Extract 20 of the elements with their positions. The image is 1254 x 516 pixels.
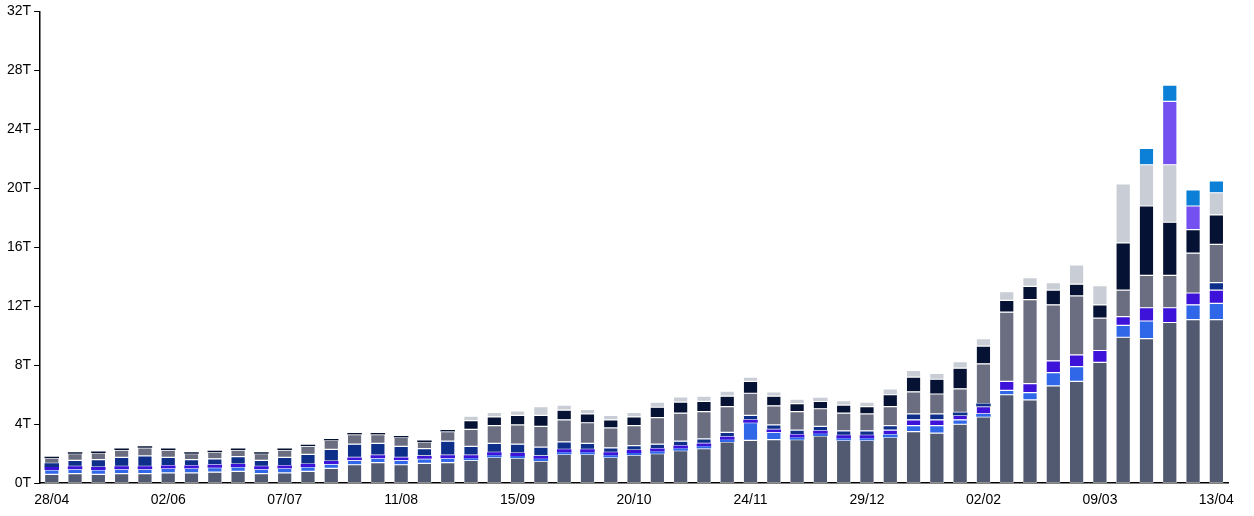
x-tick-label: 13/04 bbox=[1198, 491, 1235, 508]
x-tick-label: 24/11 bbox=[733, 491, 768, 508]
x-tick-label: 28/04 bbox=[34, 491, 70, 508]
y-tick-label: 20T bbox=[7, 179, 32, 196]
x-tick-label: 15/09 bbox=[500, 491, 536, 508]
y-tick-label: 12T bbox=[7, 297, 32, 314]
y-tick-label: 28T bbox=[7, 61, 32, 78]
y-tick-label: 4T bbox=[14, 415, 32, 432]
x-tick-label: 29/12 bbox=[849, 491, 885, 508]
x-tick-label: 07/07 bbox=[267, 491, 303, 508]
x-tick-label: 09/03 bbox=[1082, 491, 1118, 508]
x-tick-label: 20/10 bbox=[616, 491, 652, 508]
x-tick-label: 02/06 bbox=[150, 491, 186, 508]
y-tick-label: 24T bbox=[7, 120, 32, 137]
y-tick-label: 32T bbox=[7, 2, 32, 19]
y-tick-label: 16T bbox=[7, 238, 32, 255]
y-tick-label: 8T bbox=[14, 356, 32, 373]
x-tick-label: 11/08 bbox=[384, 491, 419, 508]
y-tick-label: 0T bbox=[14, 474, 32, 491]
x-tick-label: 02/02 bbox=[965, 491, 1002, 508]
